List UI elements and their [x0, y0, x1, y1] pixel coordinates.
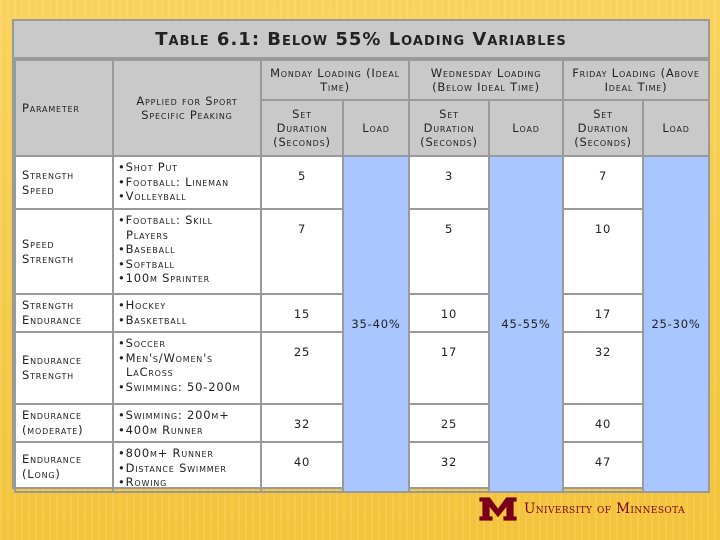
header-friday-set-duration: Set Duration (Seconds): [562, 99, 645, 157]
sport-item: Softball: [118, 257, 256, 272]
wednesday-set-duration: 3: [408, 155, 490, 210]
friday-set-duration: 47: [562, 441, 645, 493]
monday-set-duration: 15: [260, 293, 344, 333]
friday-set-duration: 10: [562, 208, 645, 295]
wednesday-set-duration: 25: [408, 403, 490, 443]
friday-load: 25-30%: [642, 155, 711, 493]
wednesday-set-duration: 10: [408, 293, 490, 333]
sport-item: Hockey: [118, 298, 256, 313]
monday-load: 35-40%: [342, 155, 410, 493]
row-sports: Hockey Basketball: [112, 293, 262, 333]
table-row: Strength Speed Shot Put Football: Linema…: [14, 155, 711, 493]
friday-set-duration: 32: [562, 331, 645, 405]
sport-item: Volleyball: [118, 189, 256, 204]
row-parameter: Strength Speed: [14, 155, 114, 210]
sport-item: Football: Lineman: [118, 175, 256, 190]
row-parameter: Strength Endurance: [14, 293, 114, 333]
loading-variables-table: Parameter Applied for Sport Specific Pea…: [14, 59, 711, 493]
wednesday-set-duration: 5: [408, 208, 490, 295]
wednesday-set-duration: 32: [408, 441, 490, 493]
sport-item: Football: Skill Players: [118, 213, 256, 242]
table-title: Table 6.1: Below 55% Loading Variables: [14, 21, 708, 59]
friday-set-duration: 7: [562, 155, 645, 210]
row-parameter: Speed Strength: [14, 208, 114, 295]
header-wednesday: Wednesday Loading (Below Ideal Time): [407, 59, 565, 101]
row-sports: 800m+ Runner Distance Swimmer Rowing: [112, 441, 262, 493]
header-monday: Monday Loading (Ideal Time): [260, 59, 410, 101]
table-row: Endurance (Long) 800m+ Runner Distance S…: [14, 441, 709, 493]
sport-item: Rowing: [118, 475, 256, 490]
friday-set-duration: 40: [562, 403, 645, 443]
sport-item: Swimming: 200m+: [118, 408, 256, 423]
row-sports: Swimming: 200m+ 400m Runner: [112, 403, 262, 443]
sport-item: 800m+ Runner: [118, 446, 256, 461]
table-frame: Table 6.1: Below 55% Loading Variables P…: [12, 19, 711, 493]
sport-item: Basketball: [118, 313, 256, 328]
table-row: Speed Strength Football: Skill Players B…: [14, 208, 709, 295]
monday-set-duration: 32: [260, 403, 344, 443]
sport-item: Baseball: [118, 242, 256, 257]
row-sports: Football: Skill Players Baseball Softbal…: [112, 208, 262, 295]
university-name: University of Minnesota: [524, 501, 685, 517]
row-sports: Soccer Men's/Women's LaCross Swimming: 5…: [112, 331, 262, 405]
sport-item: Distance Swimmer: [118, 461, 256, 476]
monday-set-duration: 7: [260, 208, 344, 295]
row-sports: Shot Put Football: Lineman Volleyball: [112, 155, 262, 210]
monday-set-duration: 5: [260, 155, 344, 210]
wednesday-load: 45-55%: [487, 155, 565, 493]
header-parameter: Parameter: [14, 59, 114, 157]
header-wednesday-set-duration: Set Duration (Seconds): [408, 99, 490, 157]
header-friday-load: Load: [642, 99, 711, 157]
row-parameter: Endurance Strength: [14, 331, 114, 405]
row-parameter: Endurance (moderate): [14, 403, 114, 443]
header-friday: Friday Loading (Above Ideal Time): [562, 59, 711, 101]
university-logo: University of Minnesota: [478, 496, 685, 522]
friday-set-duration: 17: [562, 293, 645, 333]
table-row: Endurance (moderate) Swimming: 200m+ 400…: [14, 403, 709, 443]
umn-m-logo-icon: [478, 496, 518, 522]
monday-set-duration: 25: [260, 331, 344, 405]
wednesday-set-duration: 17: [408, 331, 490, 405]
table-row: Endurance Strength Soccer Men's/Women's …: [14, 331, 709, 405]
header-applied-sport: Applied for Sport Specific Peaking: [112, 59, 262, 157]
sport-item: 100m Sprinter: [118, 271, 256, 286]
sport-item: Men's/Women's LaCross: [118, 351, 256, 380]
sport-item: Soccer: [118, 336, 256, 351]
sport-item: 400m Runner: [118, 423, 256, 438]
sport-item: Swimming: 50-200m: [118, 380, 256, 395]
header-wednesday-load: Load: [487, 99, 565, 157]
header-monday-set-duration: Set Duration (Seconds): [260, 99, 344, 157]
sport-item: Shot Put: [118, 160, 256, 175]
table-row: Strength Endurance Hockey Basketball 15 …: [14, 293, 709, 333]
monday-set-duration: 40: [260, 441, 344, 493]
header-monday-load: Load: [342, 99, 410, 157]
row-parameter: Endurance (Long): [14, 441, 114, 493]
